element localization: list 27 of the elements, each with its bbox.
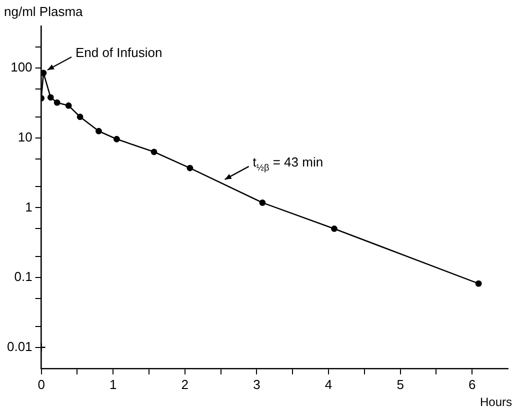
x-tick-label: 5 (396, 376, 404, 392)
y-tick-label: 10 (18, 129, 32, 144)
x-tick-label: 4 (324, 376, 332, 392)
x-tick-label: 6 (468, 376, 476, 392)
y-axis-title: ng/ml Plasma (4, 4, 84, 19)
y-tick-label: 0.1 (14, 269, 32, 284)
point (259, 199, 266, 206)
x-tick-label: 0 (38, 376, 45, 392)
x-tick-label: 3 (253, 376, 260, 392)
y-tick-label: 100 (10, 60, 32, 75)
x-axis-title: Hours (480, 395, 512, 409)
point (186, 164, 194, 172)
y-tick-label: 0.01 (6, 338, 32, 354)
annotation: End of Infusion (75, 44, 162, 60)
point (331, 226, 338, 232)
point (475, 280, 482, 287)
point (41, 70, 47, 76)
point (65, 102, 72, 109)
x-tick-label: 2 (181, 376, 189, 392)
point (76, 114, 84, 120)
point (113, 136, 120, 142)
point (47, 94, 54, 101)
point (150, 148, 158, 156)
point (54, 99, 60, 106)
y-tick-label: 1 (25, 199, 32, 214)
point (96, 128, 102, 134)
x-tick-label: 1 (109, 376, 117, 392)
